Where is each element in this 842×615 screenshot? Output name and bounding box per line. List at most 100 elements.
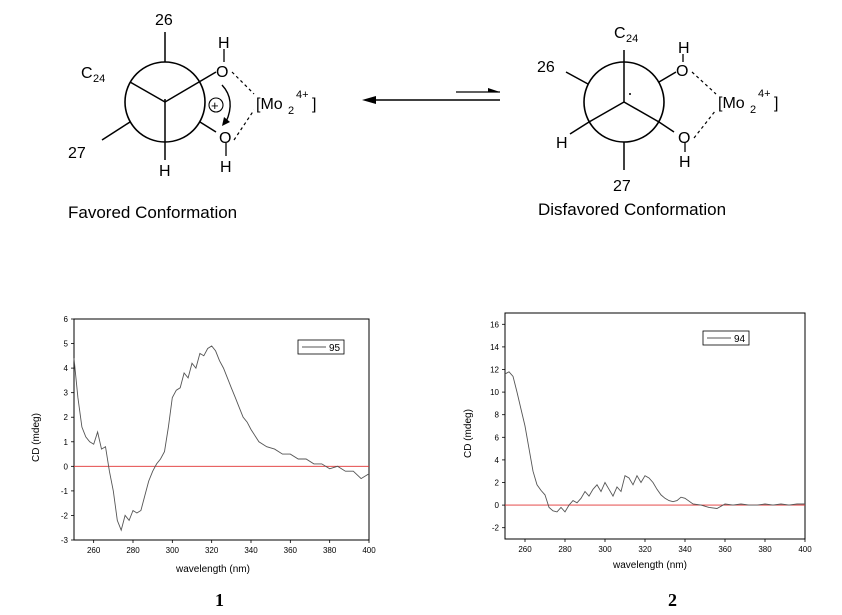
series-line: [73, 345, 370, 532]
label-oh-bot-o: O: [678, 130, 690, 147]
y-tick-label: 5: [64, 340, 69, 349]
newman-disfavored: C 24 26 H 27 H O O H [Mo 2 4+ ] Disfavor…: [537, 25, 778, 219]
y-tick-label: 6: [495, 433, 500, 442]
label-oh-top-h: H: [218, 35, 230, 52]
y-tick-label: 10: [490, 388, 499, 397]
x-tick-label: 380: [323, 546, 337, 555]
reverse-arrow-head-icon: [362, 96, 376, 104]
y-ticks: -2 0 2 4 6 8 10 12 14 16: [490, 320, 505, 533]
label-oh-top-o: O: [216, 64, 228, 81]
x-tick-label: 400: [798, 545, 812, 554]
rotation-arrow-icon: [221, 84, 231, 123]
y-tick-label: -3: [61, 536, 69, 545]
x-tick-label: 380: [758, 545, 772, 554]
y-tick-label: 0: [64, 462, 69, 471]
y-tick-label: -1: [61, 487, 69, 496]
back-bond-oh-top: [658, 71, 677, 83]
bond-o-top: [198, 71, 217, 83]
back-bond-oh-bottom: [199, 121, 217, 133]
x-axis-label: wavelength (nm): [612, 560, 687, 571]
label-oh-top-o: O: [676, 63, 688, 80]
bond-o-bottom: [658, 121, 675, 133]
label-c24-sub: 24: [626, 33, 638, 45]
coord-line-bottom: [693, 109, 717, 139]
x-tick-label: 280: [126, 546, 140, 555]
label-h-bottom: H: [159, 163, 171, 180]
coord-line-top: [231, 71, 255, 95]
label-27: 27: [68, 145, 86, 162]
x-tick-label: 340: [678, 545, 692, 554]
x-tick-label: 260: [518, 545, 532, 554]
forward-arrow-half-head-icon: [488, 88, 500, 92]
panel-label-1: 1: [215, 590, 224, 610]
legend-label: 94: [734, 334, 746, 345]
y-ticks: -3 -2 -1 0 1 2 3 4 5 6: [61, 315, 74, 545]
y-tick-label: 2: [64, 413, 69, 422]
label-26: 26: [155, 12, 173, 29]
front-bond-oh-top: [164, 81, 200, 103]
label-h-left: H: [556, 135, 568, 152]
y-tick-label: 16: [490, 320, 499, 329]
metal-open: [Mo: [718, 95, 745, 112]
front-bond-c24: [129, 81, 166, 103]
equilibrium-arrows: [362, 88, 500, 104]
plot-frame: [504, 312, 806, 540]
y-tick-label: -2: [492, 524, 500, 533]
plus-sign: +: [211, 98, 219, 113]
x-tick-label: 320: [205, 546, 219, 555]
x-tick-label: 260: [87, 546, 101, 555]
center-dot: [164, 99, 166, 101]
y-tick-label: 8: [495, 411, 500, 420]
label-c24-base: C: [81, 65, 93, 82]
metal-close: ]: [312, 96, 316, 113]
label-oh-top-h: H: [678, 40, 690, 57]
y-tick-label: -2: [61, 511, 69, 520]
cd-spectrum-chart-2: -2 0 2 4 6 8 10 12 14 16 260 280 300 320 340 360 380 400…: [463, 312, 812, 610]
y-tick-label: 1: [64, 438, 69, 447]
x-tick-label: 300: [598, 545, 612, 554]
newman-favored: 26 C 24 27 H H O O H + [Mo 2 4+ ] Favore…: [68, 12, 316, 222]
x-tick-label: 280: [558, 545, 572, 554]
x-ticks: 260 280 300 320 340 360 380 400: [87, 540, 376, 555]
metal-sup: 4+: [296, 89, 309, 101]
rotation-arrowhead-icon: [222, 117, 230, 126]
metal-close: ]: [774, 95, 778, 112]
x-tick-label: 320: [638, 545, 652, 554]
y-tick-label: 4: [64, 364, 69, 373]
front-bond-h: [588, 101, 625, 123]
x-ticks: 260 280 300 320 340 360 380 400: [518, 539, 812, 554]
panel-label-2: 2: [668, 590, 677, 610]
bond-h-left: [569, 121, 590, 135]
legend: 94: [702, 330, 750, 346]
label-oh-bot-o: O: [219, 130, 231, 147]
metal-open: [Mo: [256, 96, 283, 113]
x-tick-label: 400: [362, 546, 376, 555]
y-tick-label: 14: [490, 343, 499, 352]
legend: 95: [297, 339, 345, 355]
series-line: [504, 371, 805, 513]
y-tick-label: 3: [64, 389, 69, 398]
label-oh-bot-h: H: [679, 154, 691, 171]
y-axis-label: CD (mdeg): [31, 413, 42, 462]
x-axis-label: wavelength (nm): [175, 564, 250, 575]
y-tick-label: 2: [495, 479, 500, 488]
coord-line-bottom: [233, 109, 255, 141]
x-tick-label: 360: [284, 546, 298, 555]
y-tick-label: 4: [495, 456, 500, 465]
back-bond-27: [101, 121, 131, 141]
label-26: 26: [537, 59, 555, 76]
label-c24-sub: 24: [93, 73, 105, 85]
caption-disfavored: Disfavored Conformation: [538, 200, 726, 219]
label-oh-bot-h: H: [220, 159, 232, 176]
front-bond-oh-bottom: [623, 101, 660, 123]
y-tick-label: 0: [495, 501, 500, 510]
label-27: 27: [613, 178, 631, 195]
y-tick-label: 6: [64, 315, 69, 324]
coord-line-top: [691, 71, 717, 95]
plot-frame: [73, 318, 370, 541]
x-tick-label: 300: [166, 546, 180, 555]
plus-circle-icon: [208, 97, 224, 113]
metal-sub: 2: [288, 105, 294, 117]
center-dot: [629, 93, 631, 95]
